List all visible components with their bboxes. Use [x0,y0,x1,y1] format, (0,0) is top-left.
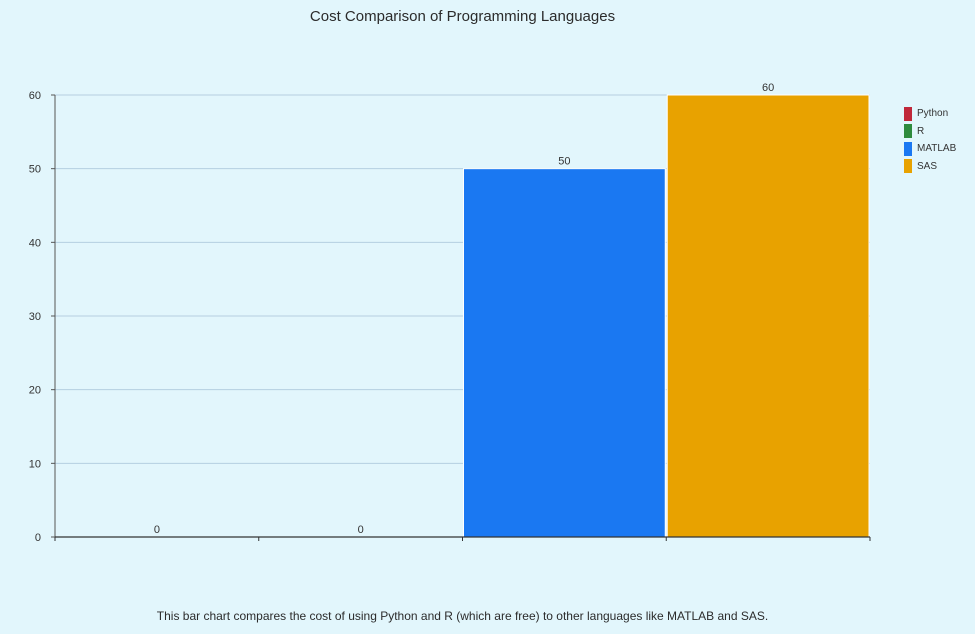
y-tick-label: 10 [29,458,41,470]
bar-matlab [463,168,666,538]
legend-item-matlab[interactable]: MATLAB [904,140,956,158]
chart-title: Cost Comparison of Programming Languages [309,8,616,25]
data-label-r: 0 [358,524,364,536]
y-tick-label: 30 [29,311,41,323]
legend-label-python: Python [917,108,949,120]
y-tick-label: 50 [29,164,41,176]
legend-item-r[interactable]: R [904,123,956,141]
data-label-matlab: 50 [558,156,570,168]
y-tick-label: 60 [29,90,41,102]
y-tick-label: 20 [29,385,41,397]
legend-item-python[interactable]: Python [904,105,956,123]
y-tick-label: 0 [35,532,41,544]
chart-caption: This bar chart compares the cost of usin… [156,609,769,623]
legend-swatch-sas [904,159,912,174]
legend: Python R MATLAB SAS [904,105,956,175]
data-label-sas: 60 [762,82,774,94]
legend-swatch-r [904,124,912,139]
legend-label-matlab: MATLAB [917,143,957,155]
legend-swatch-matlab [904,141,912,156]
legend-item-sas[interactable]: SAS [904,158,956,176]
data-label-python: 0 [154,524,160,536]
legend-label-r: R [917,125,925,137]
legend-label-sas: SAS [917,160,938,172]
legend-swatch-python [904,106,912,121]
y-tick-label: 40 [29,237,41,249]
bar-sas [666,94,870,538]
